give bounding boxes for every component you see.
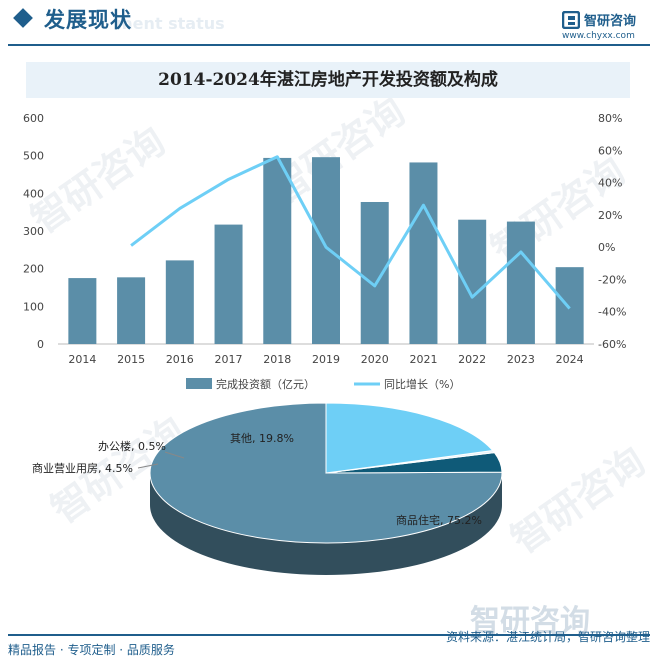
y-left-tick-label: 200 (23, 263, 44, 276)
bar (312, 157, 340, 344)
pie-label: 商品住宅, 75.2% (396, 513, 482, 527)
y-left-tick-label: 500 (23, 150, 44, 163)
bar (506, 221, 535, 344)
y-right-tick-label: 0% (598, 241, 615, 254)
header-divider (8, 44, 650, 46)
x-tick-label: 2021 (409, 353, 437, 366)
y-left-tick-label: 400 (23, 187, 44, 200)
data-source: 资料来源：湛江统计局，智研咨询整理 (445, 630, 650, 644)
x-tick-label: 2014 (68, 353, 96, 366)
pie-slice (325, 402, 494, 474)
x-tick-label: 2022 (458, 353, 486, 366)
watermark-logo: 智研咨询 (470, 604, 590, 639)
x-tick-label: 2024 (556, 353, 584, 366)
bar (555, 267, 584, 344)
pie-label: 办公楼, 0.5% (98, 439, 166, 453)
x-tick-label: 2016 (166, 353, 194, 366)
y-left-tick-label: 0 (37, 338, 44, 351)
y-right-tick-label: 20% (598, 209, 622, 222)
x-tick-label: 2020 (361, 353, 389, 366)
chart-title: 2014-2024年湛江房地产开发投资额及构成 (158, 70, 498, 90)
x-tick-label: 2019 (312, 353, 340, 366)
brand-logo-icon (562, 11, 580, 29)
legend-label: 同比增长（%） (384, 377, 460, 391)
growth-line (130, 155, 571, 310)
bar (117, 277, 146, 344)
brand-url: www.chyxx.com (562, 31, 635, 41)
bar (68, 278, 97, 344)
legend-bar-swatch (186, 378, 212, 389)
brand: 智研咨询 www.chyxx.com (562, 10, 652, 41)
pie-leader-line (137, 463, 159, 469)
y-right-tick-label: -20% (598, 273, 626, 286)
page-footer: 精品报告 · 专项定制 · 品质服务 资料来源：湛江统计局，智研咨询整理 (0, 628, 658, 661)
bar (409, 162, 438, 344)
bar (214, 224, 243, 344)
y-left-tick-label: 100 (23, 300, 44, 313)
section-subtitle: ment status (116, 14, 225, 33)
pie-slice-side (150, 473, 502, 575)
y-left-tick-label: 300 (23, 225, 44, 238)
y-right-tick-label: -40% (598, 306, 626, 319)
chart-area: 0 100 200 300 400 500 600 -60% -40% -20% 0% 20% 40% 6… (23, 112, 626, 575)
bar (263, 157, 292, 344)
chart-title-bar: 2014-2024年湛江房地产开发投资额及构成 (26, 62, 630, 98)
bar (165, 260, 194, 344)
y-left-tick-label: 600 (23, 112, 44, 125)
pie-label: 商业营业用房, 4.5% (32, 461, 133, 475)
y-right-tick-label: 40% (598, 177, 622, 190)
x-tick-label: 2018 (263, 353, 291, 366)
diamond-icon (13, 8, 33, 28)
legend-label: 完成投资额（亿元） (216, 377, 315, 391)
x-tick-label: 2015 (117, 353, 145, 366)
y-right-tick-label: 60% (598, 144, 622, 157)
footer-divider (8, 634, 650, 636)
x-tick-label: 2023 (507, 353, 535, 366)
pie-label: 其他, 19.8% (230, 432, 294, 445)
pie-slice (149, 402, 503, 544)
y-right-tick-label: -60% (598, 338, 626, 351)
footer-tagline: 精品报告 · 专项定制 · 品质服务 (8, 643, 175, 657)
x-tick-label: 2017 (215, 353, 243, 366)
section-title: 发展现状 (44, 8, 132, 32)
brand-name: 智研咨询 (584, 14, 637, 29)
bar (360, 201, 389, 344)
page-header: ment status 发展现状 智研咨询 www.chyxx.com (0, 0, 658, 52)
y-right-tick-label: 80% (598, 112, 622, 125)
pie-leader-line (164, 451, 185, 459)
